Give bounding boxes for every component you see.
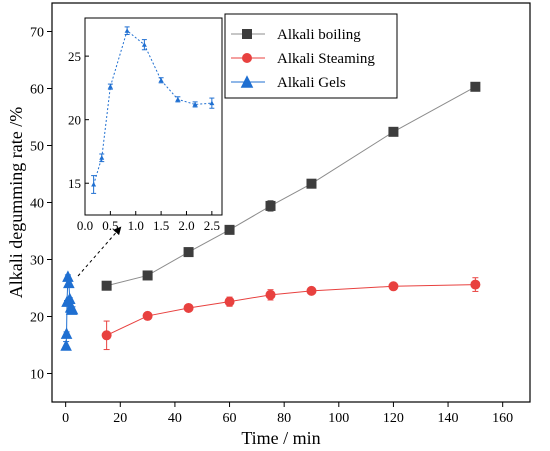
inset-chart: 0.0 0.5 1.0 1.5 2.0 2.5 15 20 25 — [68, 17, 223, 233]
data-point — [101, 280, 112, 291]
y-tick-label: 40 — [30, 197, 44, 212]
data-point — [63, 276, 75, 289]
data-point — [60, 327, 73, 339]
data-point — [183, 302, 194, 313]
inset-data-point — [141, 42, 147, 47]
x-tick-label: 0 — [62, 411, 69, 426]
data-point — [142, 310, 153, 321]
inset-x-tick-label: 2.5 — [204, 218, 220, 233]
inset-data-point — [175, 96, 181, 102]
data-point — [62, 270, 74, 282]
x-tick-label: 100 — [328, 411, 349, 426]
y-tick-label: 60 — [30, 83, 44, 98]
series-line — [106, 284, 476, 336]
inset-frame — [84, 17, 223, 216]
data-point — [265, 289, 276, 300]
data-point — [183, 247, 194, 258]
y-tick-label: 50 — [30, 140, 44, 155]
x-tick-label: 160 — [492, 411, 513, 426]
legend-label: Alkali Steaming — [277, 51, 375, 67]
data-point — [306, 285, 317, 296]
x-tick-label: 60 — [223, 411, 237, 426]
y-tick-label: 20 — [30, 311, 44, 326]
series-alkali-boiling — [101, 81, 481, 291]
data-point — [60, 339, 72, 351]
series-alkali-steaming — [101, 277, 481, 351]
x-tick-label: 140 — [438, 411, 459, 426]
inset-y-tick-label: 20 — [68, 113, 81, 128]
inset-data-point — [209, 100, 215, 106]
x-tick-label: 80 — [277, 411, 291, 426]
x-tick-label: 40 — [168, 411, 182, 426]
data-point — [142, 270, 153, 281]
series-alkali-gels — [60, 270, 79, 351]
data-point — [306, 178, 317, 189]
data-point — [224, 296, 235, 307]
legend-marker — [240, 75, 254, 88]
data-point — [265, 200, 276, 211]
data-point — [66, 302, 79, 315]
data-point — [388, 126, 399, 137]
series-line — [106, 86, 476, 287]
inset-data-point — [192, 101, 198, 107]
y-tick-label: 70 — [30, 26, 44, 41]
y-tick-label: 30 — [30, 254, 44, 269]
legend-marker — [242, 29, 252, 39]
inset-x-tick-label: 0.0 — [77, 218, 93, 233]
x-tick-label: 120 — [383, 411, 404, 426]
inset-data-point — [99, 155, 105, 160]
inset-data-point — [158, 77, 164, 83]
data-point — [224, 224, 235, 235]
inset-x-tick-label: 2.0 — [178, 218, 194, 233]
legend: Alkali boiling Alkali Steaming Alkali Gels — [224, 13, 398, 99]
inset-arrow — [77, 226, 122, 277]
data-point — [388, 281, 399, 292]
inset-x-tick-label: 1.5 — [153, 218, 169, 233]
legend-label: Alkali boiling — [277, 27, 361, 43]
legend-label: Alkali Gels — [277, 75, 346, 91]
inset-data-point — [91, 181, 97, 187]
inset-y-tick-label: 25 — [68, 49, 81, 64]
y-tick-label: 10 — [30, 368, 44, 383]
data-point — [63, 292, 76, 305]
data-point — [470, 279, 481, 290]
x-tick-label: 20 — [113, 411, 127, 426]
inset-x-tick-label: 1.0 — [128, 218, 144, 233]
y-axis-title: Alkali degumming rate /% — [6, 107, 26, 298]
data-point — [470, 81, 481, 92]
inset-x-tick-label: 0.5 — [102, 218, 118, 233]
legend-frame — [224, 13, 398, 99]
inset-data-point — [107, 84, 113, 89]
data-point — [101, 330, 112, 341]
legend-marker — [242, 53, 252, 63]
inset-data-point — [124, 28, 130, 33]
x-axis-title: Time / min — [241, 428, 320, 448]
inset-y-tick-label: 15 — [68, 176, 81, 191]
